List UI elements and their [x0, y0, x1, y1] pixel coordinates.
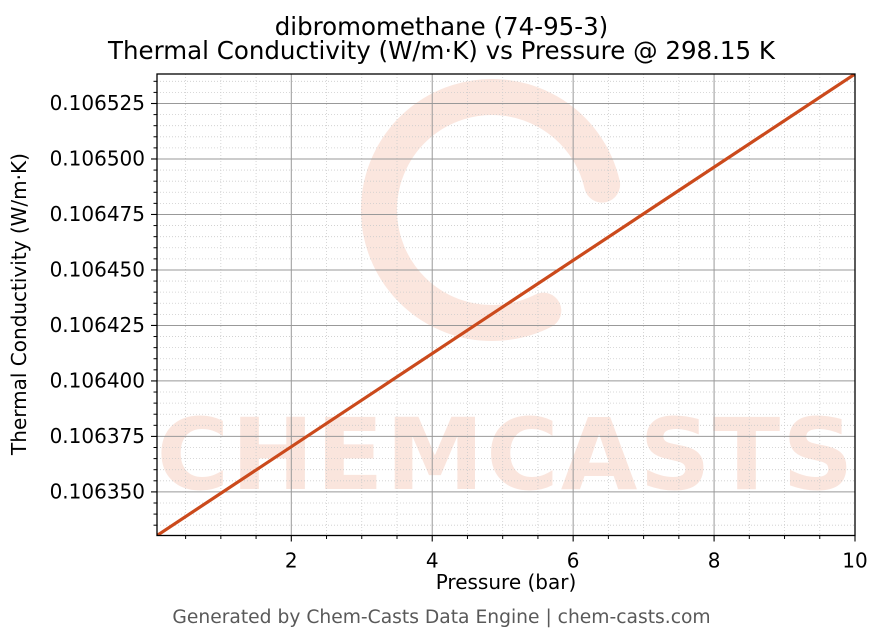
- svg-text:0.106500: 0.106500: [50, 146, 145, 170]
- svg-text:0.106450: 0.106450: [50, 257, 145, 281]
- svg-text:0.106525: 0.106525: [50, 91, 145, 115]
- svg-text:0.106475: 0.106475: [50, 202, 145, 226]
- svg-text:8: 8: [708, 549, 721, 573]
- svg-text:0.106350: 0.106350: [50, 479, 145, 503]
- svg-text:2: 2: [285, 549, 298, 573]
- svg-text:4: 4: [426, 549, 439, 573]
- svg-text:6: 6: [567, 549, 580, 573]
- svg-text:0.106400: 0.106400: [50, 368, 145, 392]
- svg-text:10: 10: [842, 549, 867, 573]
- svg-text:0.106425: 0.106425: [50, 313, 145, 337]
- svg-text:0.106375: 0.106375: [50, 424, 145, 448]
- svg-text:CHEMCASTS: CHEMCASTS: [156, 398, 855, 513]
